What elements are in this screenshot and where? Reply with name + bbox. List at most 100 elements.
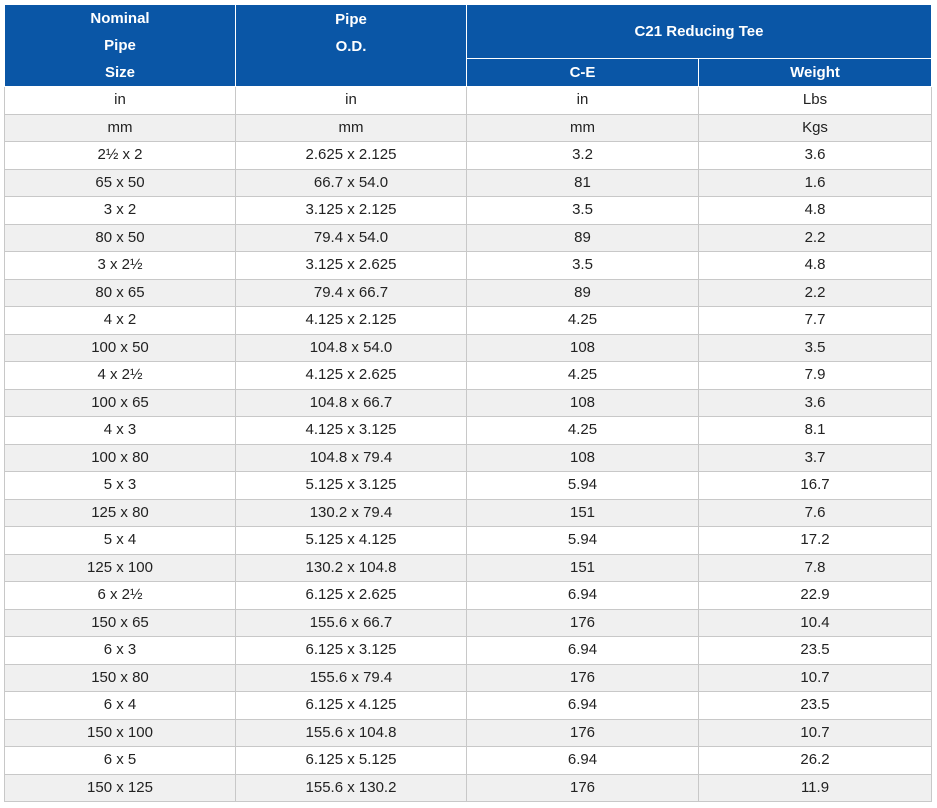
weight-cell: 1.6: [697, 168, 933, 197]
pipe-od-cell: 4.125 x 2.125: [235, 306, 467, 335]
header-line: Nominal: [90, 10, 150, 27]
nominal-size-cell: 100 x 50: [4, 333, 236, 362]
nominal-size-cell: 4 x 2: [4, 306, 236, 335]
nominal-size-cell: 100 x 65: [4, 388, 236, 417]
ce-cell: 151: [466, 498, 699, 527]
weight-header: Weight: [697, 58, 933, 87]
pipe-od-cell: 155.6 x 79.4: [235, 663, 467, 692]
table-row: 6 x 3 6.125 x 3.125 6.94 23.5: [4, 636, 933, 665]
nominal-size-cell: 5 x 4: [4, 526, 236, 555]
ce-cell: 3.5: [466, 251, 699, 280]
pipe-od-cell: 3.125 x 2.625: [235, 251, 467, 280]
pipe-od-cell: 155.6 x 104.8: [235, 718, 467, 747]
weight-cell: 23.5: [697, 691, 933, 720]
table-row: 3 x 2½ 3.125 x 2.625 3.5 4.8: [4, 251, 933, 280]
nominal-size-cell: 4 x 2½: [4, 361, 236, 390]
pipe-od-cell: 6.125 x 5.125: [235, 746, 467, 775]
pipe-od-cell: 3.125 x 2.125: [235, 196, 467, 225]
nominal-size-cell: 150 x 100: [4, 718, 236, 747]
weight-cell: 16.7: [697, 471, 933, 500]
ce-cell: 5.94: [466, 526, 699, 555]
nominal-size-cell: in: [4, 86, 236, 115]
header-line: O.D.: [335, 38, 367, 55]
ce-cell: 4.25: [466, 361, 699, 390]
table-row: 80 x 65 79.4 x 66.7 89 2.2: [4, 278, 933, 307]
weight-cell: 3.5: [697, 333, 933, 362]
nominal-size-cell: 5 x 3: [4, 471, 236, 500]
table-header: Nominal Pipe Size Pipe O.D. C21 Reducing…: [4, 3, 933, 87]
weight-cell: 10.7: [697, 718, 933, 747]
ce-cell: 176: [466, 608, 699, 637]
nominal-size-cell: 150 x 125: [4, 773, 236, 802]
ce-cell: 6.94: [466, 746, 699, 775]
weight-cell: 23.5: [697, 636, 933, 665]
nominal-size-cell: 3 x 2: [4, 196, 236, 225]
weight-cell: 26.2: [697, 746, 933, 775]
pipe-od-cell: 66.7 x 54.0: [235, 168, 467, 197]
pipe-od-cell: 155.6 x 66.7: [235, 608, 467, 637]
pipe-od-cell: 130.2 x 104.8: [235, 553, 467, 582]
ce-cell: 3.5: [466, 196, 699, 225]
nominal-size-cell: 6 x 5: [4, 746, 236, 775]
pipe-od-cell: 4.125 x 3.125: [235, 416, 467, 445]
weight-cell: 11.9: [697, 773, 933, 802]
nominal-size-cell: 125 x 80: [4, 498, 236, 527]
weight-cell: 2.2: [697, 278, 933, 307]
ce-header: C-E: [466, 58, 699, 87]
table-row: 100 x 50 104.8 x 54.0 108 3.5: [4, 333, 933, 362]
ce-cell: 6.94: [466, 636, 699, 665]
table-row: 4 x 2½ 4.125 x 2.625 4.25 7.9: [4, 361, 933, 390]
table-row: 100 x 65 104.8 x 66.7 108 3.6: [4, 388, 933, 417]
table-row: 5 x 4 5.125 x 4.125 5.94 17.2: [4, 526, 933, 555]
ce-cell: 6.94: [466, 581, 699, 610]
table-row: 5 x 3 5.125 x 3.125 5.94 16.7: [4, 471, 933, 500]
nominal-size-cell: 3 x 2½: [4, 251, 236, 280]
weight-cell: 17.2: [697, 526, 933, 555]
nominal-size-cell: 6 x 2½: [4, 581, 236, 610]
ce-cell: 108: [466, 388, 699, 417]
c21-reducing-tee-header: C21 Reducing Tee: [465, 3, 933, 60]
header-line: Size: [104, 64, 135, 81]
weight-cell: 3.7: [697, 443, 933, 472]
nominal-size-cell: 100 x 80: [4, 443, 236, 472]
nominal-size-cell: 4 x 3: [4, 416, 236, 445]
weight-cell: 4.8: [697, 251, 933, 280]
pipe-od-cell: in: [235, 86, 467, 115]
nominal-size-cell: 80 x 50: [4, 223, 236, 252]
ce-cell: 176: [466, 663, 699, 692]
ce-cell: 176: [466, 718, 699, 747]
weight-cell: 10.7: [697, 663, 933, 692]
ce-cell: 151: [466, 553, 699, 582]
pipe-od-cell: 79.4 x 66.7: [235, 278, 467, 307]
pipe-od-header: Pipe O.D.: [235, 4, 467, 87]
pipe-od-cell: 6.125 x 2.625: [235, 581, 467, 610]
table-row: 4 x 2 4.125 x 2.125 4.25 7.7: [4, 306, 933, 335]
reducing-tee-table: Nominal Pipe Size Pipe O.D. C21 Reducing…: [4, 3, 933, 802]
weight-cell: 3.6: [697, 141, 933, 170]
table-row: 125 x 100 130.2 x 104.8 151 7.8: [4, 553, 933, 582]
nominal-size-cell: 2½ x 2: [4, 141, 236, 170]
table-row: 150 x 80 155.6 x 79.4 176 10.7: [4, 663, 933, 692]
table-row: 100 x 80 104.8 x 79.4 108 3.7: [4, 443, 933, 472]
weight-cell: 8.1: [697, 416, 933, 445]
pipe-od-cell: 104.8 x 54.0: [235, 333, 467, 362]
table-row: 6 x 4 6.125 x 4.125 6.94 23.5: [4, 691, 933, 720]
nominal-size-cell: 150 x 80: [4, 663, 236, 692]
pipe-od-cell: mm: [235, 113, 467, 142]
ce-cell: 3.2: [466, 141, 699, 170]
pipe-od-cell: 5.125 x 4.125: [235, 526, 467, 555]
pipe-od-cell: 5.125 x 3.125: [235, 471, 467, 500]
pipe-od-cell: 130.2 x 79.4: [235, 498, 467, 527]
table-row: 150 x 125 155.6 x 130.2 176 11.9: [4, 773, 933, 802]
pipe-od-cell: 4.125 x 2.625: [235, 361, 467, 390]
pipe-od-cell: 2.625 x 2.125: [235, 141, 467, 170]
pipe-od-cell: 155.6 x 130.2: [235, 773, 467, 802]
weight-cell: Kgs: [697, 113, 933, 142]
nominal-size-cell: 125 x 100: [4, 553, 236, 582]
ce-cell: 108: [466, 333, 699, 362]
nominal-size-cell: 6 x 4: [4, 691, 236, 720]
weight-cell: 2.2: [697, 223, 933, 252]
ce-cell: 108: [466, 443, 699, 472]
weight-cell: 7.8: [697, 553, 933, 582]
weight-cell: 22.9: [697, 581, 933, 610]
